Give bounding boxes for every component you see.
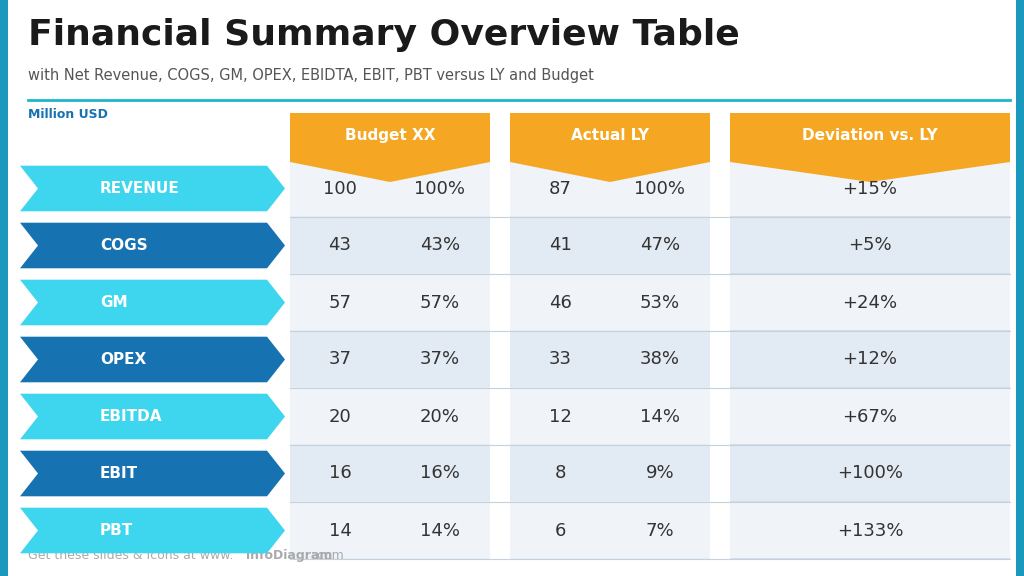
Text: 9%: 9% bbox=[646, 464, 675, 483]
Bar bbox=[510, 113, 710, 559]
Text: +5%: +5% bbox=[848, 237, 892, 255]
Polygon shape bbox=[290, 113, 490, 182]
Text: PBT: PBT bbox=[100, 523, 133, 538]
Bar bbox=[730, 389, 1010, 444]
Bar bbox=[510, 389, 710, 444]
Bar bbox=[290, 275, 490, 330]
Bar bbox=[510, 275, 710, 330]
Text: 33: 33 bbox=[549, 351, 571, 369]
Text: Budget XX: Budget XX bbox=[345, 128, 435, 143]
Text: 43: 43 bbox=[329, 237, 351, 255]
Bar bbox=[290, 161, 490, 216]
Text: 100: 100 bbox=[323, 180, 357, 198]
Text: EBIT: EBIT bbox=[100, 466, 138, 481]
Bar bbox=[290, 218, 490, 273]
Text: Deviation vs. LY: Deviation vs. LY bbox=[802, 128, 938, 143]
Text: 53%: 53% bbox=[640, 294, 680, 312]
Text: 57: 57 bbox=[329, 294, 351, 312]
Text: 57%: 57% bbox=[420, 294, 460, 312]
Text: 14%: 14% bbox=[420, 521, 460, 540]
Polygon shape bbox=[20, 223, 285, 268]
Polygon shape bbox=[20, 280, 285, 325]
Text: +67%: +67% bbox=[843, 407, 897, 426]
Bar bbox=[290, 503, 490, 558]
Polygon shape bbox=[20, 507, 285, 554]
Bar bbox=[510, 161, 710, 216]
Text: 20: 20 bbox=[329, 407, 351, 426]
Bar bbox=[730, 275, 1010, 330]
Text: +100%: +100% bbox=[837, 464, 903, 483]
Text: Actual LY: Actual LY bbox=[571, 128, 649, 143]
Text: +133%: +133% bbox=[837, 521, 903, 540]
Text: infoDiagram: infoDiagram bbox=[246, 549, 333, 562]
Text: COGS: COGS bbox=[100, 238, 147, 253]
Text: 14: 14 bbox=[329, 521, 351, 540]
Text: REVENUE: REVENUE bbox=[100, 181, 180, 196]
Bar bbox=[730, 332, 1010, 387]
Bar bbox=[290, 113, 490, 559]
Bar bbox=[510, 332, 710, 387]
Text: EBITDA: EBITDA bbox=[100, 409, 163, 424]
Polygon shape bbox=[20, 394, 285, 439]
Text: 47%: 47% bbox=[640, 237, 680, 255]
Text: Financial Summary Overview Table: Financial Summary Overview Table bbox=[28, 18, 739, 52]
Text: +12%: +12% bbox=[843, 351, 897, 369]
Bar bbox=[510, 503, 710, 558]
Polygon shape bbox=[20, 337, 285, 382]
Text: 8: 8 bbox=[554, 464, 565, 483]
Text: 37%: 37% bbox=[420, 351, 460, 369]
Text: 14%: 14% bbox=[640, 407, 680, 426]
Text: 46: 46 bbox=[549, 294, 571, 312]
Text: OPEX: OPEX bbox=[100, 352, 146, 367]
Bar bbox=[510, 218, 710, 273]
Text: Million USD: Million USD bbox=[28, 108, 108, 121]
Polygon shape bbox=[510, 113, 710, 182]
Text: GM: GM bbox=[100, 295, 128, 310]
Text: 7%: 7% bbox=[646, 521, 675, 540]
Text: +15%: +15% bbox=[843, 180, 897, 198]
Bar bbox=[0, 0, 8, 576]
Bar bbox=[730, 161, 1010, 216]
Text: 16%: 16% bbox=[420, 464, 460, 483]
Text: 12: 12 bbox=[549, 407, 571, 426]
Text: with Net Revenue, COGS, GM, OPEX, EBIDTA, EBIT, PBT versus LY and Budget: with Net Revenue, COGS, GM, OPEX, EBIDTA… bbox=[28, 68, 594, 83]
Bar bbox=[1016, 0, 1024, 576]
Text: +24%: +24% bbox=[843, 294, 898, 312]
Text: 6: 6 bbox=[554, 521, 565, 540]
Bar bbox=[730, 503, 1010, 558]
Text: 37: 37 bbox=[329, 351, 351, 369]
Bar bbox=[730, 218, 1010, 273]
Text: 43%: 43% bbox=[420, 237, 460, 255]
Text: 16: 16 bbox=[329, 464, 351, 483]
Bar bbox=[290, 389, 490, 444]
Text: Get these slides & icons at www.: Get these slides & icons at www. bbox=[28, 549, 233, 562]
Polygon shape bbox=[20, 450, 285, 497]
Text: 38%: 38% bbox=[640, 351, 680, 369]
Bar bbox=[290, 332, 490, 387]
Bar bbox=[730, 113, 1010, 559]
Polygon shape bbox=[20, 166, 285, 211]
Text: 41: 41 bbox=[549, 237, 571, 255]
Text: 87: 87 bbox=[549, 180, 571, 198]
Text: 100%: 100% bbox=[635, 180, 685, 198]
Text: .com: .com bbox=[314, 549, 345, 562]
Polygon shape bbox=[730, 113, 1010, 182]
Text: 20%: 20% bbox=[420, 407, 460, 426]
Text: 100%: 100% bbox=[415, 180, 466, 198]
Bar bbox=[510, 446, 710, 501]
Bar bbox=[290, 446, 490, 501]
Bar bbox=[730, 446, 1010, 501]
